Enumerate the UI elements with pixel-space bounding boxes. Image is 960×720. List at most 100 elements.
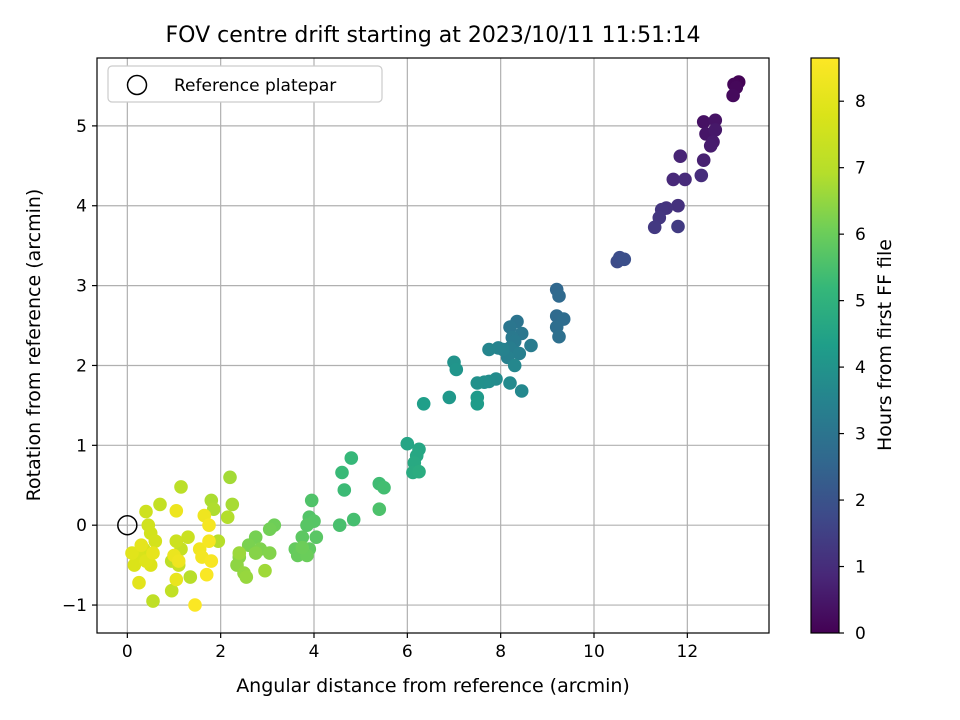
data-point bbox=[169, 534, 184, 548]
reference-point-marker bbox=[117, 514, 138, 536]
data-point bbox=[202, 534, 216, 548]
data-point bbox=[647, 220, 662, 235]
data-point bbox=[220, 510, 235, 524]
data-point bbox=[169, 572, 184, 587]
y-tick-label: 0 bbox=[76, 516, 87, 536]
colorbar-tick-label: 0 bbox=[855, 624, 866, 644]
data-point bbox=[262, 546, 277, 560]
data-point bbox=[139, 504, 153, 519]
data-point bbox=[673, 149, 688, 163]
legend-marker-icon bbox=[126, 74, 148, 96]
data-point bbox=[503, 376, 517, 390]
data-point bbox=[696, 153, 711, 167]
data-point bbox=[146, 594, 160, 608]
data-point bbox=[416, 397, 431, 411]
data-point bbox=[127, 558, 142, 572]
data-point bbox=[617, 252, 632, 267]
data-point bbox=[148, 534, 163, 548]
data-point bbox=[666, 172, 681, 187]
data-point bbox=[694, 168, 709, 183]
x-tick-label: 2 bbox=[215, 642, 226, 662]
data-point bbox=[412, 464, 426, 479]
data-point bbox=[708, 123, 723, 137]
colorbar bbox=[810, 57, 840, 634]
colorbar-tick-label: 1 bbox=[855, 558, 866, 578]
data-point bbox=[204, 554, 219, 568]
data-point bbox=[134, 538, 149, 552]
x-tick-label: 8 bbox=[495, 642, 506, 662]
data-point bbox=[164, 583, 179, 598]
colorbar-tick-label: 5 bbox=[855, 292, 866, 312]
data-point bbox=[372, 502, 387, 516]
data-point bbox=[188, 598, 202, 612]
data-point bbox=[552, 329, 566, 344]
data-point bbox=[696, 115, 711, 129]
data-point bbox=[470, 376, 485, 390]
data-point bbox=[295, 530, 310, 544]
y-tick-label: 5 bbox=[76, 117, 87, 137]
x-axis-label: Angular distance from reference (arcmin) bbox=[236, 675, 630, 697]
plot-frame bbox=[96, 57, 770, 634]
data-point bbox=[449, 362, 464, 377]
data-point bbox=[671, 198, 685, 213]
data-point bbox=[225, 497, 240, 512]
data-point bbox=[726, 88, 740, 103]
data-point bbox=[183, 570, 198, 584]
x-tick-label: 10 bbox=[583, 642, 605, 662]
x-tick-label: 6 bbox=[402, 642, 413, 662]
x-tick-label: 4 bbox=[309, 642, 320, 662]
colorbar-tick-label: 3 bbox=[855, 425, 866, 445]
y-tick-label: 3 bbox=[76, 277, 87, 297]
colorbar-tick-label: 4 bbox=[855, 358, 866, 378]
data-point bbox=[262, 522, 277, 536]
data-point bbox=[153, 497, 167, 512]
data-point bbox=[512, 346, 527, 361]
data-point bbox=[181, 530, 195, 544]
data-point bbox=[309, 530, 324, 544]
data-point bbox=[470, 397, 485, 411]
data-point bbox=[377, 480, 391, 495]
data-point bbox=[671, 219, 685, 234]
x-tick-label: 12 bbox=[677, 642, 699, 662]
data-point bbox=[703, 139, 718, 153]
colorbar-tick-label: 7 bbox=[855, 159, 866, 179]
data-point bbox=[304, 493, 319, 508]
colorbar-label: Hours from first FF file bbox=[874, 239, 896, 451]
y-tick-label: 1 bbox=[76, 436, 87, 456]
data-point bbox=[337, 483, 352, 497]
colorbar-tick-label: 8 bbox=[855, 92, 866, 112]
colorbar-tick-label: 2 bbox=[855, 491, 866, 511]
data-point bbox=[132, 575, 146, 590]
data-point bbox=[552, 289, 566, 303]
data-point bbox=[678, 172, 692, 187]
colorbar-tick-label: 6 bbox=[855, 225, 866, 245]
data-point bbox=[482, 342, 496, 357]
data-point bbox=[223, 470, 237, 485]
legend-box bbox=[107, 65, 383, 103]
data-point bbox=[503, 320, 517, 334]
data-point bbox=[346, 512, 361, 527]
y-axis-label: Rotation from reference (arcmin) bbox=[23, 189, 45, 502]
data-point bbox=[146, 546, 160, 560]
data-point bbox=[232, 546, 247, 560]
data-point bbox=[514, 384, 529, 398]
data-point bbox=[524, 338, 538, 353]
data-point bbox=[169, 504, 184, 518]
y-tick-label: −1 bbox=[62, 596, 87, 616]
data-point bbox=[258, 563, 272, 578]
data-point bbox=[507, 358, 522, 373]
data-point bbox=[211, 534, 226, 548]
data-point bbox=[174, 480, 188, 494]
chart-title: FOV centre drift starting at 2023/10/11 … bbox=[166, 23, 701, 48]
data-point bbox=[400, 436, 415, 451]
data-point bbox=[335, 465, 349, 480]
y-tick-label: 4 bbox=[76, 197, 87, 217]
y-tick-label: 2 bbox=[76, 356, 87, 376]
data-point bbox=[300, 518, 314, 532]
data-point bbox=[344, 451, 359, 465]
data-point bbox=[332, 518, 347, 532]
data-point bbox=[199, 567, 214, 582]
data-point bbox=[248, 546, 263, 560]
data-point bbox=[708, 113, 723, 128]
